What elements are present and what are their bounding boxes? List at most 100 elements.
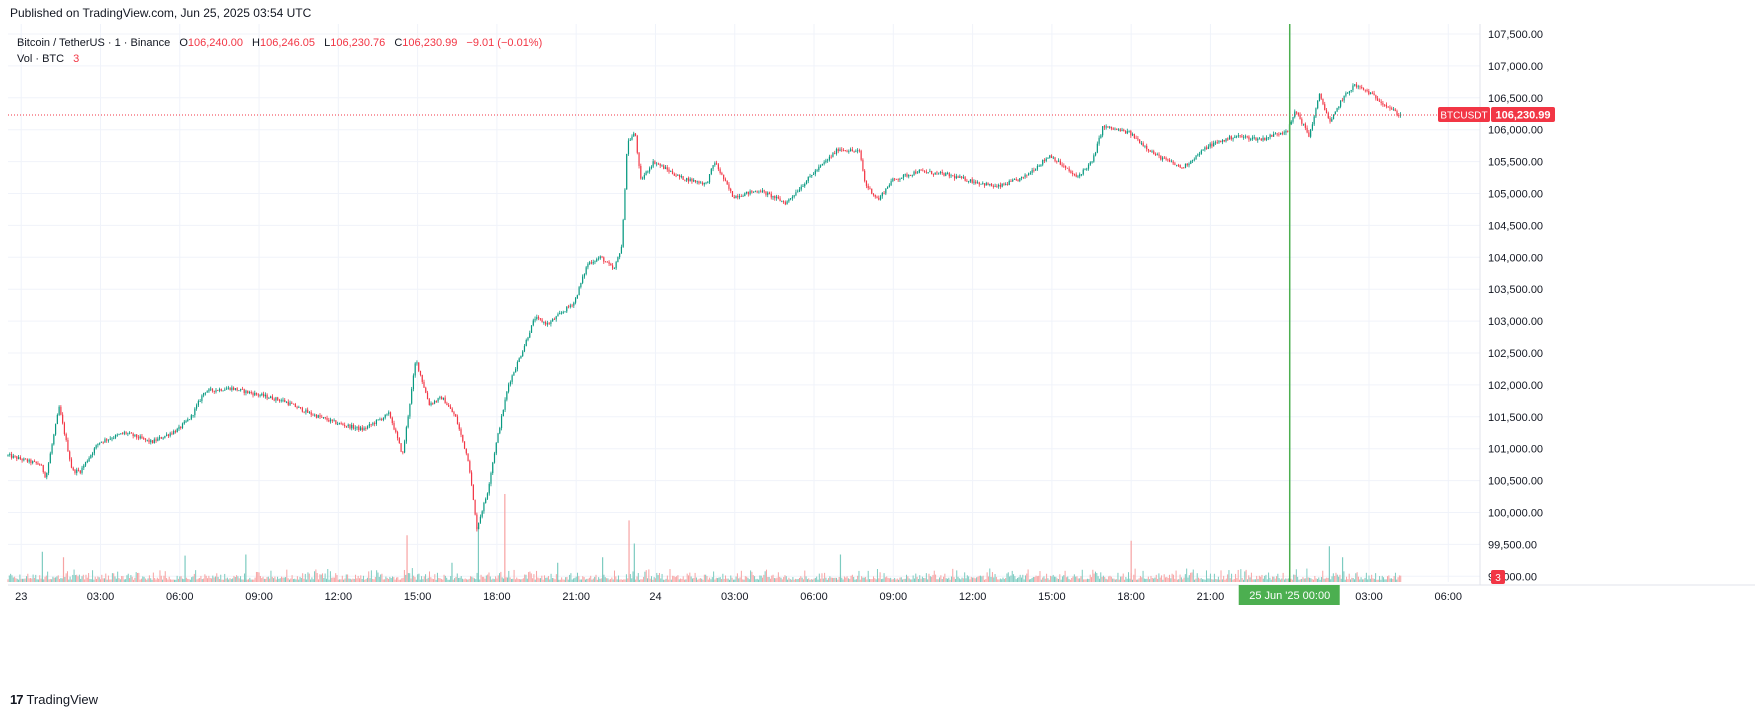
- volume-bar: [532, 578, 534, 582]
- candle-body: [1366, 90, 1368, 91]
- volume-bar: [85, 574, 87, 582]
- volume-bar: [394, 579, 396, 582]
- volume-bar: [537, 577, 539, 582]
- candle-body: [262, 393, 265, 397]
- candle-body: [255, 392, 258, 395]
- volume-bar: [1261, 574, 1263, 582]
- volume-bar: [1098, 578, 1100, 582]
- volume-bar: [1190, 572, 1192, 582]
- volume-bar: [37, 579, 39, 582]
- volume-spike-bar: [628, 520, 630, 582]
- candle-body: [1218, 141, 1220, 143]
- volume-bar: [1163, 574, 1165, 582]
- volume-bar: [1365, 572, 1367, 582]
- candle-body: [47, 463, 50, 473]
- volume-tag: 3: [1491, 570, 1505, 584]
- volume-bar: [822, 578, 824, 582]
- volume-bar: [590, 575, 592, 582]
- candle-body: [580, 282, 582, 288]
- volume-bar: [816, 576, 818, 582]
- candle-body: [1057, 160, 1060, 162]
- volume-bar: [941, 579, 943, 582]
- time-axis[interactable]: 23 03:00 06:00 09:00 12:00 15:00 18:00 21:00 24 0…: [15, 591, 1462, 603]
- time-tick-label: 18:00: [1117, 591, 1145, 603]
- volume-bar: [652, 579, 654, 582]
- volume-bar: [1182, 579, 1184, 582]
- candle-body: [578, 287, 580, 296]
- volume-bar: [1344, 579, 1346, 582]
- volume-bar: [573, 578, 575, 582]
- candle-body: [33, 461, 36, 463]
- candle-body: [559, 313, 561, 315]
- volume-bar: [1167, 578, 1169, 582]
- volume-bar: [110, 579, 112, 582]
- candle-body: [395, 429, 397, 433]
- candle-body: [83, 465, 85, 468]
- volume-bar: [1322, 570, 1324, 582]
- volume-bar: [973, 577, 975, 582]
- volume-bar: [1387, 576, 1389, 582]
- volume-bar: [244, 573, 246, 582]
- low-label: L: [324, 37, 331, 49]
- candle-body: [1382, 102, 1384, 105]
- volume-bar: [641, 579, 643, 582]
- volume-bar: [1176, 579, 1178, 582]
- volume-bar: [44, 576, 46, 582]
- volume-bar: [558, 579, 560, 582]
- candle-body: [751, 191, 753, 193]
- volume-bar: [891, 579, 893, 582]
- candle-body: [1364, 89, 1366, 91]
- volume-bar: [886, 576, 888, 582]
- candle-body: [716, 163, 718, 165]
- candle-body: [883, 192, 885, 194]
- candle-body: [645, 171, 647, 176]
- volume-bar: [1088, 578, 1090, 582]
- volume-bar: [1295, 569, 1297, 582]
- volume-bar: [448, 579, 450, 582]
- volume-bar: [1228, 570, 1230, 582]
- volume-bar: [1006, 573, 1008, 582]
- candle-body: [1243, 136, 1245, 138]
- volume-bar: [1371, 574, 1373, 582]
- volume-bar: [117, 571, 119, 582]
- candle-body: [668, 169, 670, 172]
- volume-bar: [341, 575, 343, 582]
- candle-body: [259, 395, 261, 396]
- candle-body: [478, 522, 480, 530]
- time-tick-label: 03:00: [721, 591, 749, 603]
- candle-body: [1338, 106, 1340, 109]
- volume-bar: [559, 579, 561, 582]
- volume-bar: [952, 568, 954, 582]
- volume-bar: [281, 576, 283, 582]
- volume-bar: [1184, 574, 1186, 582]
- candle-body: [703, 182, 705, 185]
- candle-body: [1075, 174, 1077, 177]
- volume-bar: [849, 578, 851, 582]
- volume-bar: [1139, 575, 1141, 582]
- candle-body: [264, 394, 266, 397]
- volume-bar: [784, 575, 786, 582]
- candle-body: [573, 302, 575, 306]
- close-label: C: [394, 37, 403, 49]
- candle-body: [218, 389, 221, 391]
- volume-bar: [426, 578, 428, 582]
- volume-bar: [1356, 572, 1358, 582]
- symbol-title[interactable]: Bitcoin / TetherUS · 1 · Binance: [17, 37, 171, 49]
- candle-body: [111, 438, 113, 440]
- volume-bar: [669, 569, 671, 582]
- price-tick-label: 103,000.00: [1488, 316, 1543, 328]
- volume-bar: [304, 573, 306, 582]
- candle-body: [659, 164, 661, 166]
- price-axis[interactable]: 107,500.00107,000.00106,500.00106,000.00…: [1488, 29, 1543, 583]
- candle-body: [1084, 168, 1086, 170]
- candle-body: [261, 393, 263, 396]
- volume-label[interactable]: Vol · BTC: [17, 53, 65, 65]
- price-tick-label: 99,500.00: [1488, 539, 1537, 551]
- volume-bar: [869, 579, 871, 582]
- candle-body: [1105, 126, 1107, 128]
- volume-bar: [1091, 577, 1093, 582]
- candle-body: [204, 392, 207, 394]
- volume-bar: [562, 579, 564, 582]
- candle-body: [1061, 164, 1063, 166]
